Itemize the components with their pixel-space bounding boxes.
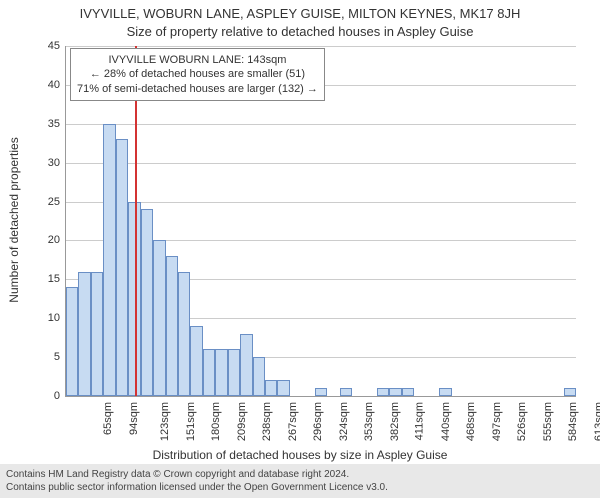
histogram-bar — [315, 388, 327, 396]
x-tick-label: 180sqm — [210, 402, 222, 441]
histogram-bar — [178, 272, 190, 396]
y-tick-label: 15 — [48, 273, 60, 285]
footer-line2: Contains public sector information licen… — [6, 481, 594, 494]
histogram-bar — [153, 240, 165, 396]
x-tick-label: 238sqm — [261, 402, 273, 441]
histogram-bar — [439, 388, 451, 396]
histogram-bar — [240, 334, 252, 396]
y-tick-label: 10 — [48, 312, 60, 324]
histogram-bar — [215, 349, 227, 396]
histogram-bar — [265, 380, 277, 396]
annotation-callout: IVYVILLE WOBURN LANE: 143sqm ← 28% of de… — [70, 48, 325, 101]
x-tick-label: 468sqm — [465, 402, 477, 441]
annotation-line3: 71% of semi-detached houses are larger (… — [77, 82, 318, 96]
histogram-bar — [78, 272, 90, 396]
x-tick-label: 526sqm — [516, 402, 528, 441]
x-tick-label: 209sqm — [236, 402, 248, 441]
x-tick-label: 613sqm — [593, 402, 600, 441]
histogram-bar — [377, 388, 389, 396]
histogram-bar — [228, 349, 240, 396]
x-tick-label: 440sqm — [440, 402, 452, 441]
histogram-bar — [564, 388, 576, 396]
x-tick-label: 584sqm — [567, 402, 579, 441]
histogram-bar — [141, 209, 153, 396]
histogram-bar — [66, 287, 78, 396]
y-tick-label: 0 — [54, 390, 60, 402]
x-tick-label: 65sqm — [102, 402, 114, 435]
x-tick-label: 296sqm — [312, 402, 324, 441]
histogram-bar — [277, 380, 289, 396]
x-tick-label: 353sqm — [363, 402, 375, 441]
gridline — [66, 124, 576, 125]
y-tick-label: 25 — [48, 196, 60, 208]
gridline — [66, 202, 576, 203]
y-axis-label: Number of detached properties — [7, 137, 21, 302]
histogram-bar — [103, 124, 115, 396]
histogram-bar — [91, 272, 103, 396]
y-tick-label: 5 — [54, 351, 60, 363]
x-tick-label: 324sqm — [338, 402, 350, 441]
x-tick-label: 267sqm — [287, 402, 299, 441]
x-tick-label: 411sqm — [413, 402, 425, 440]
histogram-bar — [402, 388, 414, 396]
histogram-bar — [116, 139, 128, 396]
gridline — [66, 163, 576, 164]
y-tick-label: 35 — [48, 118, 60, 130]
x-axis-label: Distribution of detached houses by size … — [0, 448, 600, 462]
y-tick-label: 30 — [48, 157, 60, 169]
chart-container: IVYVILLE, WOBURN LANE, ASPLEY GUISE, MIL… — [0, 0, 600, 500]
histogram-bar — [340, 388, 352, 396]
y-tick-label: 20 — [48, 234, 60, 246]
gridline — [66, 46, 576, 47]
histogram-bar — [203, 349, 215, 396]
footer-attribution: Contains HM Land Registry data © Crown c… — [0, 464, 600, 498]
histogram-bar — [389, 388, 401, 396]
histogram-bar — [253, 357, 265, 396]
x-tick-label: 382sqm — [389, 402, 401, 441]
x-tick-label: 555sqm — [542, 402, 554, 441]
histogram-bar — [190, 326, 202, 396]
y-tick-label: 45 — [48, 40, 60, 52]
annotation-line1: IVYVILLE WOBURN LANE: 143sqm — [77, 53, 318, 67]
histogram-bar — [166, 256, 178, 396]
x-tick-label: 123sqm — [159, 402, 171, 441]
annotation-line2: ← 28% of detached houses are smaller (51… — [77, 67, 318, 81]
x-tick-label: 94sqm — [128, 402, 140, 435]
y-tick-label: 40 — [48, 79, 60, 91]
title-subtitle: Size of property relative to detached ho… — [0, 24, 600, 39]
footer-line1: Contains HM Land Registry data © Crown c… — [6, 468, 594, 481]
x-tick-label: 151sqm — [185, 402, 197, 441]
title-address: IVYVILLE, WOBURN LANE, ASPLEY GUISE, MIL… — [0, 6, 600, 21]
x-tick-label: 497sqm — [491, 402, 503, 441]
